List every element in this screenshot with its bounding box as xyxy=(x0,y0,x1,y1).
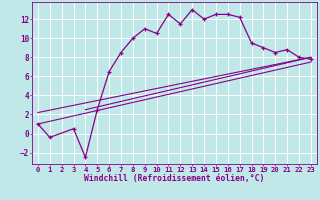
X-axis label: Windchill (Refroidissement éolien,°C): Windchill (Refroidissement éolien,°C) xyxy=(84,174,265,183)
